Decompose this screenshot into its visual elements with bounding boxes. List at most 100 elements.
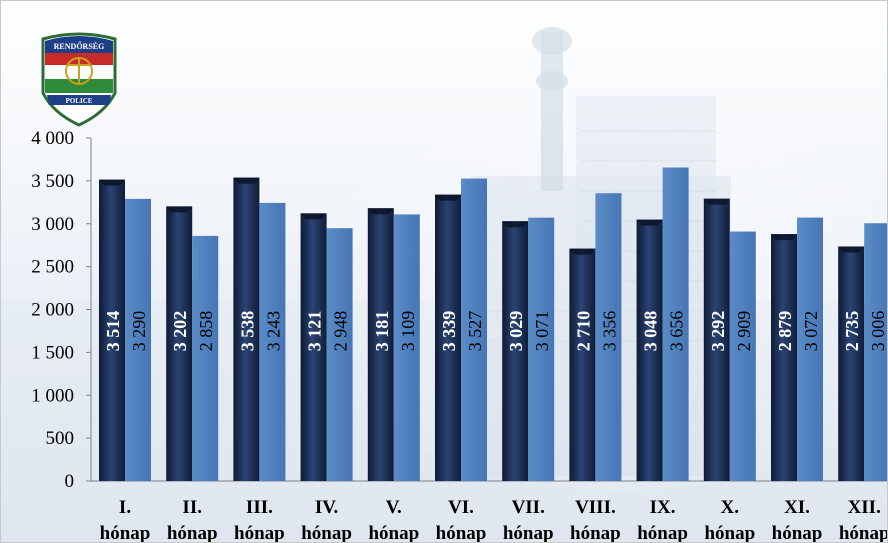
bar-series1 [838,246,865,481]
bar-series2 [864,223,887,481]
value-label-series1: 3 121 [305,311,325,352]
value-label-series2: 3 527 [465,311,485,352]
value-label-series1: 3 029 [506,311,526,352]
y-tick-label: 0 [65,471,75,492]
x-tick-label-month: II. [182,497,202,518]
bar-series1 [233,177,260,481]
y-tick-label: 4 000 [31,128,74,149]
x-tick-label-unit: hónap [301,523,352,543]
x-tick-label-month: III. [246,497,273,518]
bar-series2 [393,214,420,481]
value-label-series1: 3 048 [641,311,661,352]
x-tick-label-month: XI. [784,497,810,518]
value-label-series1: 2 735 [842,311,862,352]
value-label-series2: 3 290 [129,311,149,352]
value-label-series1: 3 181 [372,311,392,352]
chart-axes: 0 500 1 000 1 500 2 000 2 500 3 000 3 500 4 000 [31,128,887,492]
x-tick-label-unit: hónap [100,523,151,543]
value-label-series2: 3 243 [263,311,283,352]
x-tick-label-unit: hónap [503,523,554,543]
x-tick-label-unit: hónap [839,523,888,543]
x-tick-label-unit: hónap [167,523,218,543]
value-label-series2: 3 006 [868,311,888,352]
value-label-series1: 3 514 [103,311,123,352]
x-tick-label-month: VIII. [575,497,616,518]
bar-series1-bevel [99,179,125,186]
x-tick-label-month: X. [721,497,739,518]
y-tick-label: 2 000 [31,300,74,321]
value-label-series2: 3 072 [801,311,821,352]
chart-value-labels: 3 514 3 290 3 202 2 858 3 538 3 243 3 121 2 948… [103,311,888,352]
bar-series1 [166,206,193,481]
bar-series1 [435,194,461,481]
y-tick-label: 3 500 [31,171,74,192]
bar-series1 [99,179,125,481]
value-label-series2: 2 858 [196,311,216,352]
chart-x-labels: I. hónap II. hónap III. hónap IV. hónap V. hónap V… [100,497,888,543]
value-label-series1: 2 710 [573,311,593,352]
value-label-series1: 3 202 [170,311,190,352]
bar-series1 [771,234,797,481]
chart-bars [99,167,887,482]
value-label-series1: 2 879 [775,311,795,352]
bar-series1 [703,198,730,481]
y-tick-label: 1 000 [31,385,74,406]
bar-series1-bevel [569,248,596,255]
bar-series2 [528,217,555,481]
bar-series1-bevel [166,206,193,213]
x-tick-label-month: IX. [650,497,676,518]
bar-series1 [636,219,663,481]
bar-series1 [502,221,529,481]
x-tick-label-month: IV. [315,497,338,518]
bar-series2 [729,231,756,481]
x-tick-label-month: VII. [512,497,545,518]
bar-series2 [662,167,689,482]
bar-series1-bevel [367,208,394,215]
bar-series1 [300,213,327,481]
bar-series1 [569,248,596,481]
bar-series1-bevel [233,177,260,184]
x-tick-label-unit: hónap [570,523,621,543]
value-label-series1: 3 292 [708,311,728,352]
x-tick-label-unit: hónap [234,523,285,543]
value-label-series2: 2 909 [734,311,754,352]
bar-series1-bevel [703,198,730,205]
bar-series2 [797,217,823,482]
bar-series1-bevel [771,234,797,241]
y-tick-label: 500 [46,428,75,449]
bar-series2 [461,178,487,481]
value-label-series1: 3 339 [439,311,459,352]
bar-series1-bevel [838,246,865,253]
bar-series1-bevel [636,219,663,226]
x-tick-label-month: V. [386,497,402,518]
x-tick-label-unit: hónap [368,523,419,543]
x-tick-label-unit: hónap [436,523,487,543]
bar-series2 [259,202,286,481]
bar-series1 [367,208,394,481]
value-label-series2: 3 109 [398,311,418,352]
bar-series1-bevel [300,213,327,220]
bar-series1-bevel [502,221,529,228]
bar-series2 [125,198,151,481]
bar-series2 [192,235,219,481]
value-label-series2: 3 656 [667,311,687,352]
y-tick-label: 3 000 [31,214,74,235]
police-shield-logo: RENDŐRSÉG POLICE [41,32,117,127]
x-tick-label-month: XII. [848,497,881,518]
value-label-series1: 3 538 [237,311,257,352]
logo-top-text: RENDŐRSÉG [54,41,105,51]
value-label-series2: 2 948 [331,311,351,352]
x-tick-label-unit: hónap [772,523,823,543]
value-label-series2: 3 356 [599,311,619,352]
x-tick-label-month: VI. [448,497,474,518]
bar-series1-bevel [435,194,461,201]
logo-bottom-text: POLICE [66,97,93,105]
y-tick-label: 1 500 [31,342,74,363]
x-tick-label-unit: hónap [637,523,688,543]
x-tick-label-unit: hónap [704,523,755,543]
x-tick-label-month: I. [119,497,131,518]
value-label-series2: 3 071 [532,311,552,352]
bar-series2 [595,193,622,481]
